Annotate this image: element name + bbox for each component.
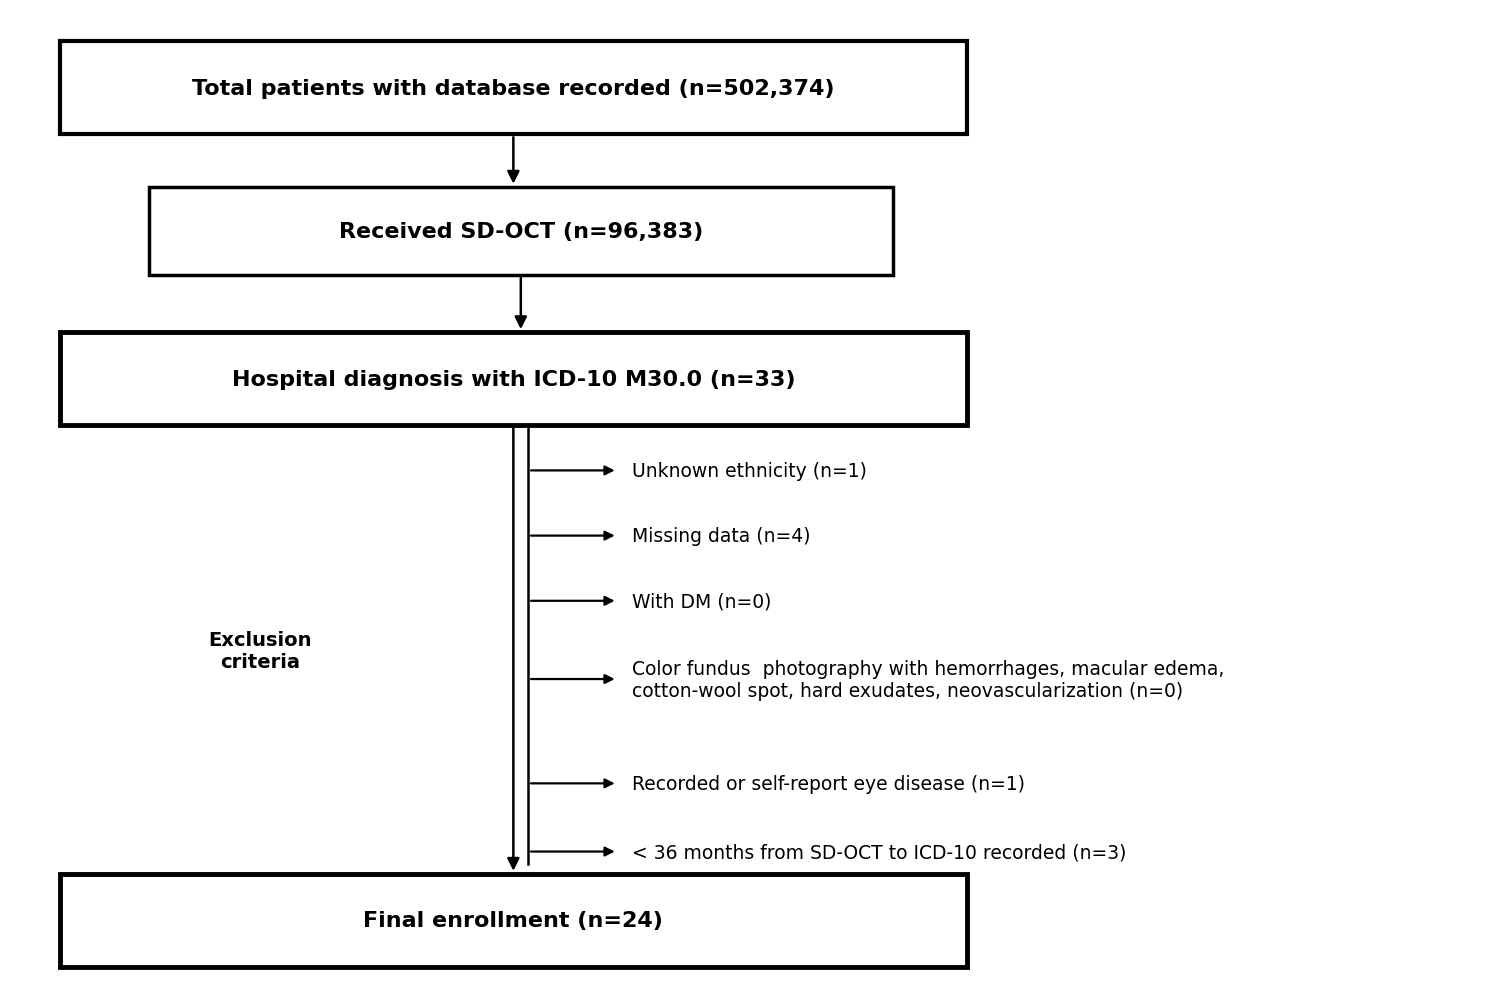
Text: Missing data (n=4): Missing data (n=4) [632,527,811,545]
FancyBboxPatch shape [60,42,967,135]
Text: Total patients with database recorded (n=502,374): Total patients with database recorded (n… [192,79,835,98]
FancyBboxPatch shape [149,187,893,276]
Text: Exclusion
criteria: Exclusion criteria [208,631,312,671]
FancyBboxPatch shape [60,333,967,426]
Text: Recorded or self-report eye disease (n=1): Recorded or self-report eye disease (n=1… [632,775,1025,793]
Text: Received SD-OCT (n=96,383): Received SD-OCT (n=96,383) [339,221,702,241]
FancyBboxPatch shape [60,874,967,967]
Text: With DM (n=0): With DM (n=0) [632,592,772,610]
Text: < 36 months from SD-OCT to ICD-10 recorded (n=3): < 36 months from SD-OCT to ICD-10 record… [632,843,1126,861]
Text: Final enrollment (n=24): Final enrollment (n=24) [363,911,664,930]
Text: Color fundus  photography with hemorrhages, macular edema,
cotton-wool spot, har: Color fundus photography with hemorrhage… [632,659,1225,699]
Text: Hospital diagnosis with ICD-10 M30.0 (n=33): Hospital diagnosis with ICD-10 M30.0 (n=… [232,370,795,389]
Text: Unknown ethnicity (n=1): Unknown ethnicity (n=1) [632,462,868,480]
